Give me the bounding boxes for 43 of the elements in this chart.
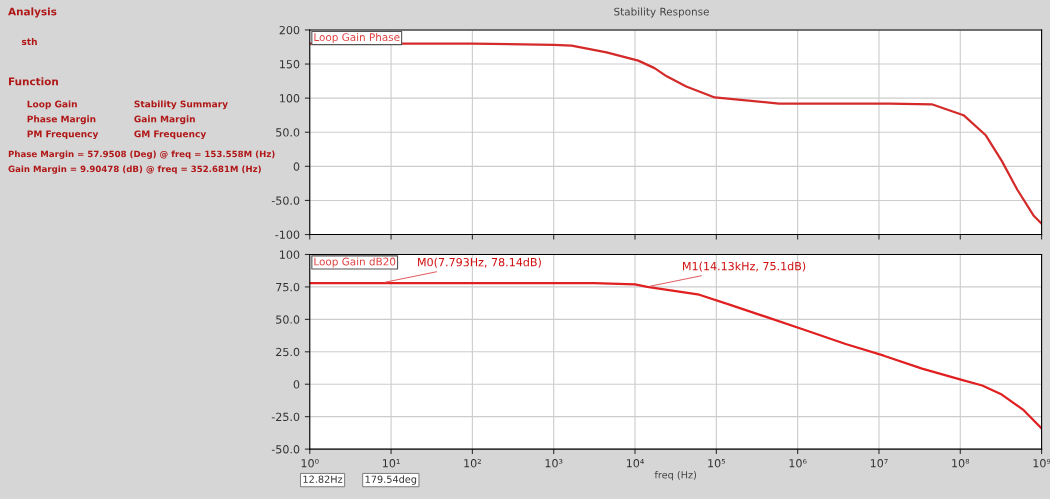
text: 12.82Hz	[303, 475, 343, 483]
x-tick-label: 10⁵	[708, 459, 726, 468]
x-tick-label: 10⁰	[301, 459, 319, 468]
y-tick-label: 0	[293, 380, 300, 389]
y-tick-label: 150	[280, 60, 300, 69]
y-tick-label: 50.0	[276, 128, 300, 137]
x-axis-title: freq (Hz)	[654, 470, 697, 481]
text: 179.54deg	[365, 475, 417, 485]
series-label: Loop Gain Phase	[314, 33, 400, 44]
x-tick-label: 10⁷	[870, 459, 888, 468]
y-tick-label: 50.0	[276, 315, 300, 324]
x-tick-label: 10⁶	[789, 459, 807, 468]
x-tick-label: 10¹	[382, 459, 400, 468]
text: Phase Margin = 57.9508 (Deg) @ freq = 153.558M (Hz)	[8, 150, 275, 159]
x-tick-label: 10⁴	[626, 459, 644, 468]
text: Loop Gain	[27, 100, 77, 110]
y-tick-label: 100	[280, 94, 300, 103]
x-tick-label: 10⁹	[1033, 459, 1050, 468]
annotation: M1(14.13kHz, 75.1dB)	[683, 261, 806, 272]
text: sth	[21, 38, 37, 46]
y-tick-label: 200	[279, 25, 300, 35]
y-tick-label: -100	[275, 230, 300, 239]
text: Gain Margin = 9.90478 (dB) @ freq = 352.681M (Hz)	[8, 165, 261, 174]
y-tick-label: -50.0	[271, 445, 300, 454]
text: Gain Margin	[134, 115, 195, 125]
x-tick-label: 10²	[464, 459, 481, 468]
text: Function	[8, 77, 58, 86]
y-tick-label: -25.0	[271, 412, 300, 422]
y-tick-label: 25.0	[276, 347, 300, 357]
text: Stability Summary	[134, 100, 228, 110]
text: GM Frequency	[134, 130, 207, 140]
y-tick-label: 75.0	[276, 282, 300, 292]
chart-title: Stability Response	[614, 7, 709, 18]
series-label: Loop Gain dB20	[314, 257, 396, 268]
text: PM Frequency	[27, 130, 99, 140]
x-tick-label: 10⁸	[952, 459, 970, 468]
text: Analysis	[8, 7, 57, 18]
y-tick-label: 100	[280, 250, 300, 259]
x-tick-label: 10³	[545, 459, 563, 468]
y-tick-label: 0	[293, 162, 300, 171]
annotation: M0(7.793Hz, 78.14dB)	[418, 257, 541, 268]
text: Phase Margin	[27, 115, 96, 125]
y-tick-label: -50.0	[271, 196, 300, 205]
